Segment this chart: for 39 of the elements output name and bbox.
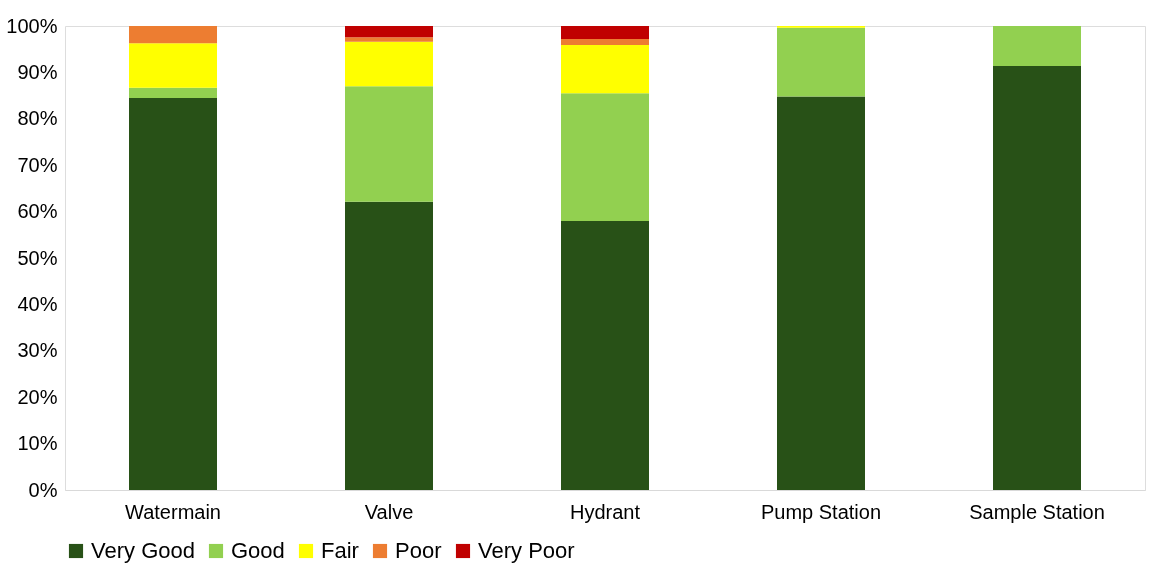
bar [777, 96, 865, 490]
y-tick-label: 100% [6, 14, 58, 37]
bar [561, 26, 649, 39]
bar [345, 26, 433, 38]
x-tick-label: Valve [364, 500, 414, 523]
bar [345, 86, 433, 202]
bar [129, 26, 217, 44]
x-tick-label: Pump Station [760, 500, 882, 523]
bar [561, 38, 649, 46]
bar [561, 220, 649, 490]
legend-label: Fair [321, 538, 359, 563]
bar [777, 27, 865, 97]
bar [561, 93, 649, 221]
y-tick-label: 40% [17, 292, 58, 315]
bar [345, 37, 433, 42]
bar [345, 41, 433, 87]
y-tick-label: 0% [28, 478, 58, 501]
y-tick-label: 30% [17, 339, 58, 362]
y-tick-label: 70% [17, 153, 58, 176]
bar [345, 201, 433, 490]
bar [129, 97, 217, 490]
legend-label: Poor [395, 538, 442, 563]
y-tick-label: 90% [17, 60, 58, 83]
x-tick-label: Sample Station [969, 500, 1105, 523]
legend-label: Good [231, 538, 285, 563]
y-tick-label: 60% [17, 200, 58, 223]
y-tick-label: 10% [17, 432, 58, 455]
legend-label: Very Poor [478, 538, 575, 563]
legend-label: Very Good [91, 538, 195, 563]
x-tick-label: Hydrant [569, 500, 641, 523]
y-tick-label: 80% [17, 107, 58, 130]
x-tick-label: Watermain [125, 500, 221, 523]
y-tick-label: 20% [17, 385, 58, 408]
bar [129, 43, 217, 88]
y-tick-label: 50% [17, 246, 58, 269]
bar [561, 45, 649, 94]
bar [993, 26, 1081, 66]
bar [129, 87, 217, 98]
bar [993, 65, 1081, 490]
